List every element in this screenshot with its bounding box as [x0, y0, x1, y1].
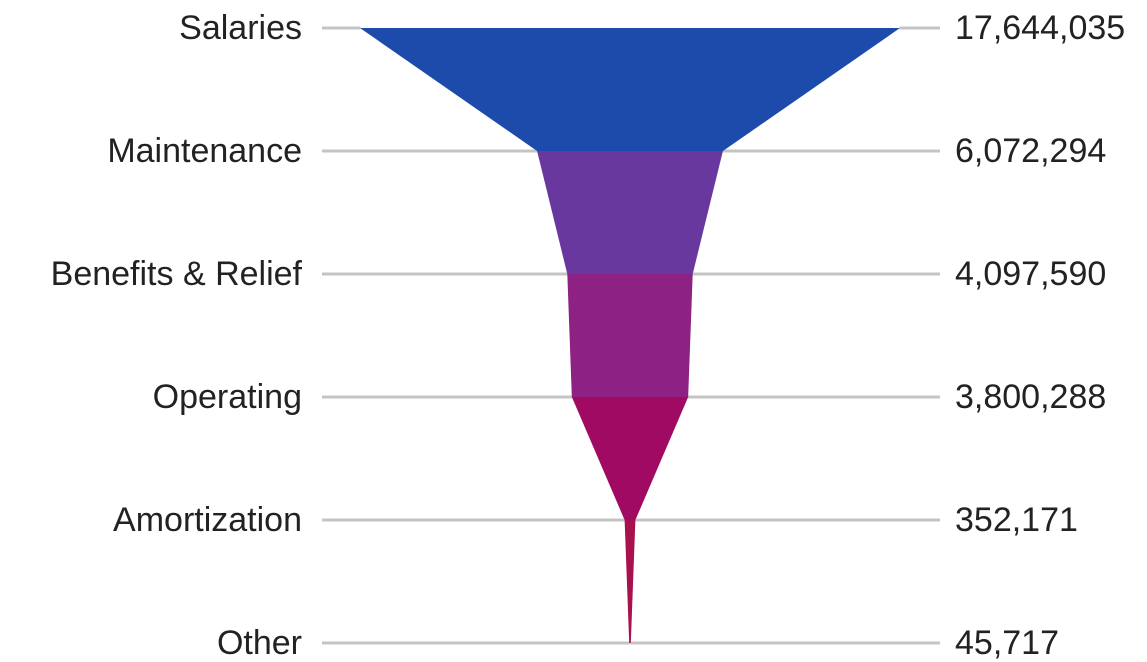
funnel-segments — [360, 28, 900, 643]
stage-label: Other — [217, 624, 302, 662]
stage-value: 45,717 — [955, 624, 1059, 662]
stage-value: 6,072,294 — [955, 132, 1106, 170]
funnel-segment — [360, 28, 900, 151]
funnel-stage-labels: Salaries Maintenance Benefits & Relief Oper… — [51, 9, 303, 662]
stage-label: Benefits & Relief — [51, 255, 303, 293]
stage-value: 352,171 — [955, 501, 1078, 539]
stage-value: 17,644,035 — [955, 9, 1125, 47]
funnel-segment — [571, 397, 689, 520]
funnel-segment — [567, 274, 693, 397]
stage-label: Salaries — [179, 9, 302, 47]
funnel-segment — [624, 520, 636, 643]
stage-label: Amortization — [113, 501, 302, 539]
funnel-segment — [537, 151, 723, 274]
stage-label: Operating — [153, 378, 302, 416]
funnel-guide-lines — [322, 26, 940, 645]
funnel-stage-values: 17,644,035 6,072,294 4,097,590 3,800,288 352… — [955, 9, 1125, 662]
stage-value: 3,800,288 — [955, 378, 1106, 416]
stage-value: 4,097,590 — [955, 255, 1106, 293]
stage-label: Maintenance — [107, 132, 302, 170]
